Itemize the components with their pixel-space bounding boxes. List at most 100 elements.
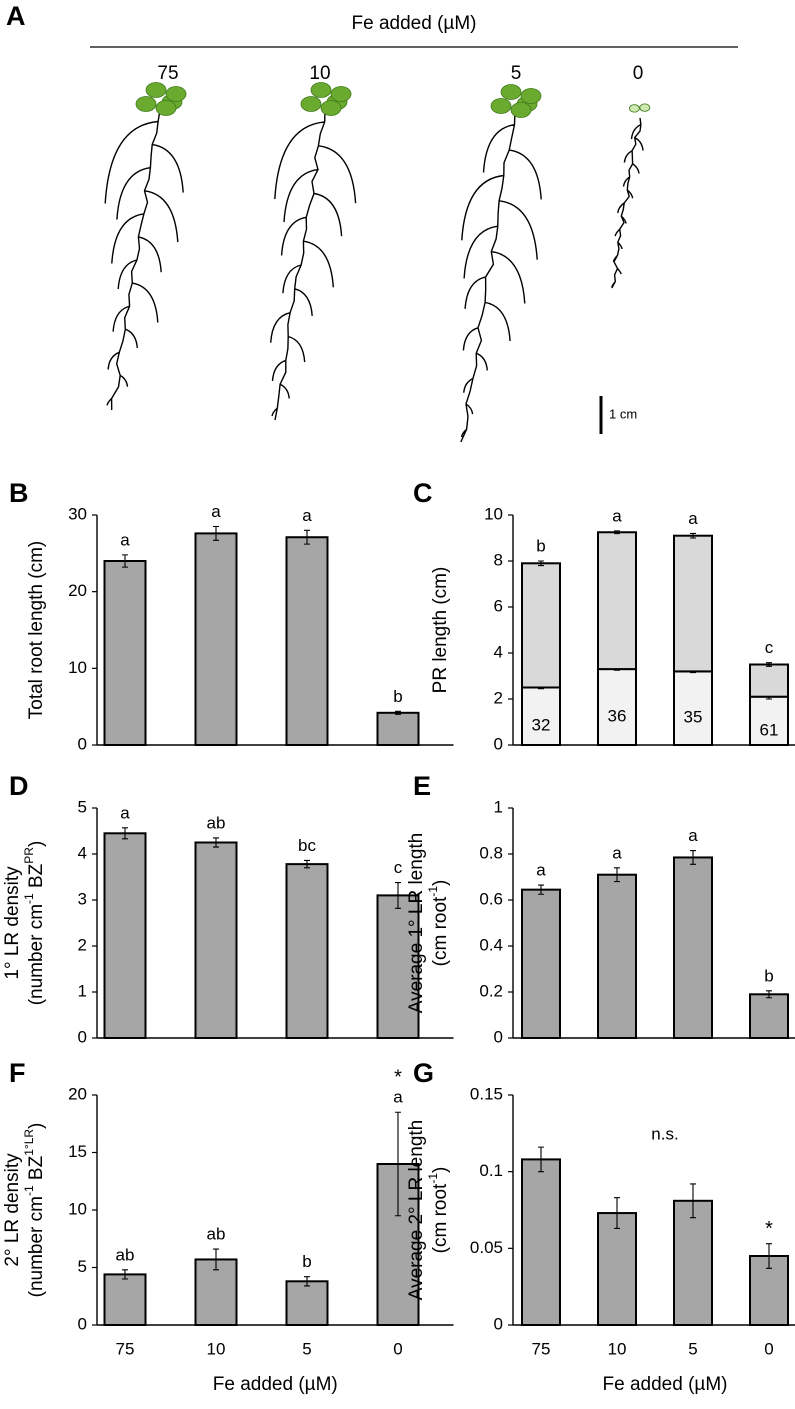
error-bar [766, 990, 772, 999]
y-tick-label: 10 [484, 504, 503, 523]
y-axis-label-part: (cm root [430, 1183, 451, 1253]
y-tick-label: 1 [494, 797, 503, 816]
leaf [500, 84, 522, 100]
error-bar [538, 1146, 544, 1173]
x-tick-label: 75 [116, 1339, 135, 1358]
bar [285, 536, 329, 746]
bar [103, 1273, 147, 1327]
significance-letter: a [211, 502, 221, 521]
y-tick-label: 0.6 [479, 889, 503, 908]
treatment-label: 10 [309, 63, 330, 84]
leaf [135, 96, 157, 112]
y-tick-label: 0 [494, 1314, 503, 1333]
y-axis-label: (number cm-1 BZ1°LR) [22, 1123, 47, 1298]
significance-star: * [394, 1067, 402, 1089]
root [611, 117, 644, 289]
error-bar-line [395, 1111, 401, 1217]
error-bar [213, 525, 219, 541]
root [460, 111, 542, 443]
error-bar-line [213, 525, 219, 541]
error-bar [690, 532, 696, 539]
y-tick-label: 0.4 [479, 935, 503, 954]
y-tick-label: 0.8 [479, 843, 503, 862]
x-tick-label: 75 [532, 1339, 551, 1358]
bar-segment [673, 534, 713, 673]
y-tick-label: 0 [78, 1314, 87, 1333]
y-axis-label: Average 2° LR length [406, 1120, 427, 1300]
y-tick-label: 4 [78, 843, 87, 862]
significance-letter: ab [207, 1225, 226, 1244]
significance-letter: a [688, 826, 698, 845]
error-bar-line [304, 859, 310, 869]
y-tick-label: 20 [68, 581, 87, 600]
x-tick-label: 0 [393, 1339, 402, 1358]
x-tick-label: 10 [207, 1339, 226, 1358]
y-tick-label: 0 [494, 1027, 503, 1046]
y-tick-label: 0 [494, 734, 503, 753]
segment-percent-label: 32 [532, 716, 551, 735]
error-bar [122, 827, 128, 840]
treatment-label: 5 [511, 63, 522, 84]
y-axis-label-part: Average 1° LR length [406, 833, 427, 1013]
panel-a-title: Fe added (µM) [352, 13, 477, 34]
significance-letter: b [302, 1252, 311, 1271]
error-bar-line [538, 884, 544, 895]
significance-letter: ab [207, 813, 226, 832]
bar [673, 1199, 713, 1327]
y-axis-label: Total root length (cm) [26, 541, 47, 719]
error-bar-line [766, 990, 772, 999]
leaf [330, 86, 352, 102]
y-axis-label-part: BZ [26, 1155, 47, 1185]
y-tick-label: 30 [68, 504, 87, 523]
leaf [510, 102, 532, 118]
y-tick-label: 10 [68, 1199, 87, 1218]
error-bar [538, 884, 544, 895]
error-bar-line [213, 837, 219, 848]
panel-letter: B [9, 478, 29, 508]
error-bar-line [690, 850, 696, 865]
error-bar-line [614, 1197, 620, 1229]
significance-letter: b [393, 687, 402, 706]
y-axis-label-part: BZ [26, 863, 47, 893]
significance-star: * [765, 1218, 773, 1240]
bar [673, 856, 713, 1040]
leaf [145, 82, 167, 98]
error-bar-line [538, 560, 544, 567]
bar-segment [673, 670, 713, 747]
bar [285, 863, 329, 1039]
bar [376, 1163, 420, 1326]
x-tick-label: 5 [688, 1339, 697, 1358]
leaf [320, 100, 342, 116]
y-axis-label-superscript: 1°LR [22, 1129, 36, 1156]
error-bar-line [766, 662, 772, 667]
bar [194, 841, 238, 1039]
bar-segment [521, 562, 561, 689]
panel-letter: F [9, 1058, 26, 1088]
y-axis-label-part: ) [26, 1123, 47, 1129]
error-bar [614, 530, 620, 535]
error-bar [690, 1183, 696, 1219]
segment-percent-label: 36 [608, 707, 627, 726]
y-axis-label-part: (cm root [430, 896, 451, 966]
error-bar-line [122, 554, 128, 568]
bar [521, 888, 561, 1040]
y-axis-label: PR length (cm) [430, 567, 451, 694]
y-tick-label: 20 [68, 1084, 87, 1103]
error-bar [395, 710, 401, 715]
y-tick-label: 5 [78, 1257, 87, 1276]
significance-letter: a [612, 843, 622, 862]
significance-letter: a [393, 1088, 403, 1107]
panel-letter: D [9, 771, 29, 801]
significance-letter: b [764, 966, 773, 985]
seedling-images [104, 82, 651, 443]
y-axis-label-part: ) [430, 880, 451, 886]
y-tick-label: 10 [68, 658, 87, 677]
y-axis-label: (cm root-1) [426, 880, 451, 967]
bar [285, 1280, 329, 1327]
error-bar [395, 881, 401, 909]
significance-letter: a [302, 506, 312, 525]
error-bar [766, 1243, 772, 1269]
y-tick-label: 0 [78, 734, 87, 753]
y-axis-label: (cm root-1) [426, 1167, 451, 1254]
error-bar-line [614, 530, 620, 535]
